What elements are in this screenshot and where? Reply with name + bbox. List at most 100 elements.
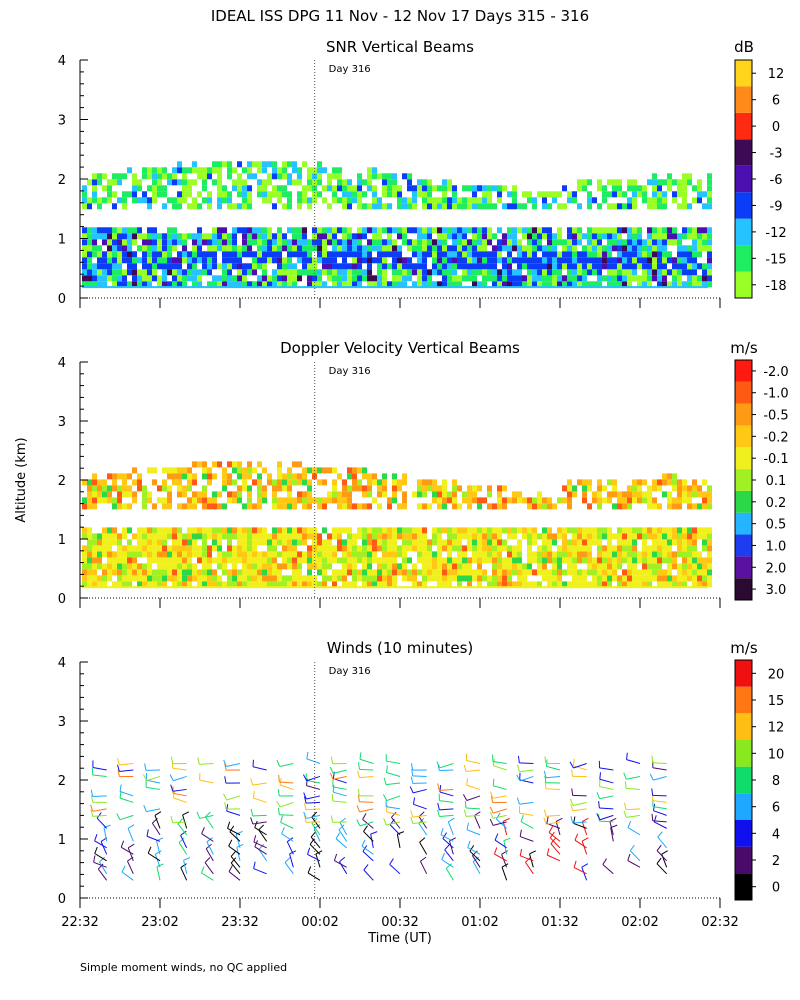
heat-cell (382, 557, 387, 564)
heat-cell (332, 497, 337, 504)
wind-barb (306, 778, 321, 790)
heat-cell (577, 257, 582, 264)
barb-flag (490, 791, 494, 799)
heat-cell (192, 263, 197, 270)
heat-cell (687, 527, 692, 534)
heat-cell (442, 203, 447, 210)
heat-cell (112, 569, 117, 576)
barb-shaft (92, 766, 107, 771)
heat-cell (162, 281, 167, 288)
heat-cell (507, 563, 512, 570)
heat-cell (292, 557, 297, 564)
heat-cell (87, 575, 92, 582)
barb-shaft (412, 775, 427, 777)
barb-shaft (412, 821, 427, 825)
barb-shaft (284, 862, 294, 875)
heat-cell (322, 497, 327, 504)
heat-cell (482, 539, 487, 546)
heat-cell (502, 275, 507, 282)
heat-cell (102, 563, 107, 570)
heat-cell (547, 551, 552, 558)
heat-cell (467, 569, 472, 576)
heat-cell (172, 539, 177, 546)
heat-cell (152, 197, 157, 204)
heat-cell (107, 545, 112, 552)
barb-flag (411, 768, 414, 776)
barb-flag (596, 813, 601, 820)
heat-cell (597, 257, 602, 264)
heat-cell (352, 233, 357, 240)
heat-cell (102, 173, 107, 180)
heat-cell (597, 233, 602, 240)
wind-barb (90, 789, 107, 798)
barb-flag (609, 817, 617, 822)
heat-cell (472, 281, 477, 288)
heat-cell (377, 533, 382, 540)
heat-cell (212, 257, 217, 264)
heat-cell (317, 227, 322, 234)
heat-cell (652, 479, 657, 486)
heat-cell (177, 563, 182, 570)
heat-cell (467, 263, 472, 270)
heat-cell (222, 281, 227, 288)
heat-cell (462, 275, 467, 282)
heat-cell (127, 233, 132, 240)
heat-cell (702, 527, 707, 534)
heat-cell (392, 491, 397, 498)
heat-cell (337, 239, 342, 246)
heat-cell (262, 281, 267, 288)
heat-cell (417, 263, 422, 270)
heat-cell (707, 527, 712, 534)
wind-barb (501, 850, 508, 868)
heat-cell (567, 497, 572, 504)
heat-cell (602, 551, 607, 558)
heat-cell (562, 245, 567, 252)
barb-flag (651, 788, 654, 796)
heat-cell (367, 269, 372, 276)
heat-cell (472, 245, 477, 252)
heat-cell (582, 479, 587, 486)
heat-cell (177, 275, 182, 282)
heat-cell (487, 275, 492, 282)
heat-cell (417, 281, 422, 288)
heat-cell (527, 503, 532, 510)
heat-cell (417, 569, 422, 576)
heat-cell (347, 545, 352, 552)
heat-cell (627, 233, 632, 240)
heat-cell (267, 563, 272, 570)
heat-cell (417, 191, 422, 198)
heat-cell (327, 557, 332, 564)
heat-cell (362, 491, 367, 498)
heat-cell (607, 497, 612, 504)
heat-cell (122, 569, 127, 576)
heat-cell (542, 257, 547, 264)
heat-cell (242, 179, 247, 186)
barb-shaft (599, 814, 614, 821)
barb-shaft (252, 766, 267, 771)
heat-cell (277, 197, 282, 204)
heat-cell (312, 179, 317, 186)
heat-cell (462, 491, 467, 498)
barb-shaft (235, 834, 241, 848)
barb-shaft (127, 847, 134, 862)
heat-cell (192, 461, 197, 468)
heat-cell (517, 527, 522, 534)
heat-cell (652, 191, 657, 198)
heat-cell (682, 191, 687, 198)
heat-cell (372, 557, 377, 564)
heat-cell (242, 233, 247, 240)
heat-cell (692, 263, 697, 270)
heat-cell (192, 245, 197, 252)
barb-flag (598, 800, 600, 809)
day-marker-label: Day 316 (329, 366, 371, 377)
heat-cell (632, 203, 637, 210)
heat-cell (467, 485, 472, 492)
barb-shaft (253, 841, 267, 849)
wind-barb (200, 866, 214, 881)
heat-cell (617, 527, 622, 534)
heat-cell (552, 257, 557, 264)
heat-cell (612, 491, 617, 498)
heat-cell (462, 497, 467, 504)
barb-flag (277, 807, 280, 815)
heat-cell (297, 497, 302, 504)
